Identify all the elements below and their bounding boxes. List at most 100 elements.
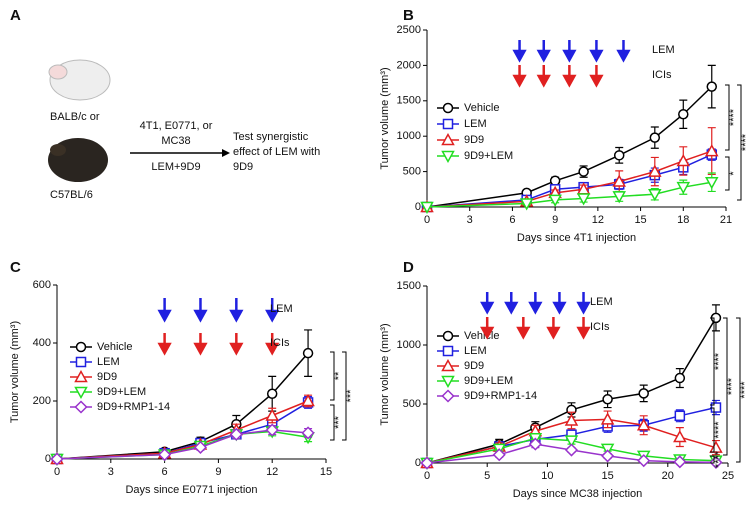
marker <box>673 429 687 443</box>
treatment-arrow <box>562 40 577 63</box>
significance-label: *** <box>333 415 345 429</box>
marker <box>229 427 243 441</box>
marker <box>266 388 278 399</box>
result: 9D9 <box>233 161 253 173</box>
x-tick-label: 18 <box>677 214 689 226</box>
result: Test synergistic <box>233 131 309 143</box>
legend-label: 9D9 <box>464 134 484 146</box>
treatment-label: LEM <box>590 296 613 308</box>
mouse-strain: C57BL/6 <box>50 189 93 201</box>
treatment-label: ICIs <box>652 69 672 81</box>
marker <box>637 454 651 468</box>
x-axis-title: Days since 4T1 injection <box>517 232 636 244</box>
legend-marker <box>441 358 455 372</box>
x-tick-label: 12 <box>266 466 278 478</box>
significance-bracket <box>710 455 715 464</box>
marker <box>549 175 561 187</box>
significance-label: **** <box>713 421 725 439</box>
treatment: LEM+9D9 <box>151 161 200 173</box>
y-tick-label: 600 <box>33 279 51 291</box>
series-line <box>56 352 309 460</box>
x-tick-label: 25 <box>722 470 734 482</box>
marker <box>673 455 687 469</box>
significance-bracket <box>330 404 335 441</box>
legend-marker <box>441 132 455 146</box>
significance-bracket <box>723 317 728 456</box>
y-tick-label: 1500 <box>397 95 421 107</box>
treatment-arrow <box>589 65 604 88</box>
legend-marker <box>75 356 87 368</box>
marker <box>636 418 651 431</box>
marker <box>158 448 172 462</box>
legend-marker <box>442 102 454 114</box>
series-line <box>426 317 717 464</box>
mouse-black <box>48 138 108 182</box>
treatment-arrow <box>552 292 567 315</box>
legend-marker <box>442 118 454 130</box>
marker <box>649 132 661 143</box>
marker <box>302 347 314 359</box>
marker <box>709 440 723 453</box>
marker <box>578 166 589 177</box>
marker <box>704 176 719 190</box>
marker <box>706 81 718 92</box>
treatment-arrow <box>512 65 527 88</box>
y-tick-label: 1500 <box>397 280 421 292</box>
treatment-label: ICIs <box>590 321 610 333</box>
x-tick-label: 6 <box>162 466 168 478</box>
treatment-arrow <box>516 317 531 340</box>
legend-label: 9D9+LEM <box>464 150 513 162</box>
x-tick-label: 6 <box>509 214 515 226</box>
x-tick-label: 9 <box>215 466 221 478</box>
legend-marker <box>74 400 88 414</box>
marker <box>576 193 591 206</box>
marker <box>528 437 542 451</box>
y-tick-label: 0 <box>45 453 51 465</box>
x-tick-label: 0 <box>54 466 60 478</box>
panel-label: A <box>10 7 21 24</box>
y-tick-label: 200 <box>33 395 51 407</box>
legend-marker <box>74 369 88 383</box>
cell-lines: 4T1, E0771, or <box>140 120 213 132</box>
significance-label: **** <box>739 381 751 399</box>
y-tick-label: 0 <box>415 201 421 213</box>
x-tick-label: 15 <box>601 470 613 482</box>
marker <box>612 191 626 204</box>
marker <box>193 440 208 454</box>
treatment-arrow <box>546 317 561 340</box>
y-axis-title: Tumor volume (mm³) <box>9 321 21 423</box>
y-tick-label: 500 <box>403 398 421 410</box>
panel-label: B <box>403 7 414 24</box>
treatment-label: ICIs <box>270 337 290 349</box>
legend-label: 9D9+RMP1-14 <box>464 390 537 402</box>
legend-label: 9D9+LEM <box>464 375 513 387</box>
x-tick-label: 9 <box>552 214 558 226</box>
treatment-arrow <box>589 40 604 63</box>
marker <box>678 109 689 120</box>
x-axis-title: Days since MC38 injection <box>513 488 643 500</box>
marker <box>648 164 662 177</box>
panel-label: C <box>10 259 21 276</box>
y-tick-label: 400 <box>33 337 51 349</box>
x-tick-label: 3 <box>108 466 114 478</box>
marker <box>50 452 64 466</box>
x-tick-label: 20 <box>662 470 674 482</box>
legend-marker <box>441 389 455 403</box>
significance-label: * <box>728 171 740 176</box>
y-tick-label: 2500 <box>397 24 421 36</box>
significance-bracket <box>710 407 715 453</box>
series-line <box>56 400 309 460</box>
marker <box>600 412 615 425</box>
marker <box>674 372 686 384</box>
treatment-arrow <box>576 317 591 340</box>
x-tick-label: 21 <box>720 214 732 226</box>
arrow-head <box>222 149 230 157</box>
mouse-white <box>48 59 111 101</box>
mouse-strain: BALB/c or <box>50 111 100 123</box>
x-tick-label: 5 <box>484 470 490 482</box>
significance-label: **** <box>726 377 738 395</box>
marker <box>420 201 434 215</box>
significance-bracket <box>737 84 742 201</box>
significance-bracket <box>725 156 730 191</box>
